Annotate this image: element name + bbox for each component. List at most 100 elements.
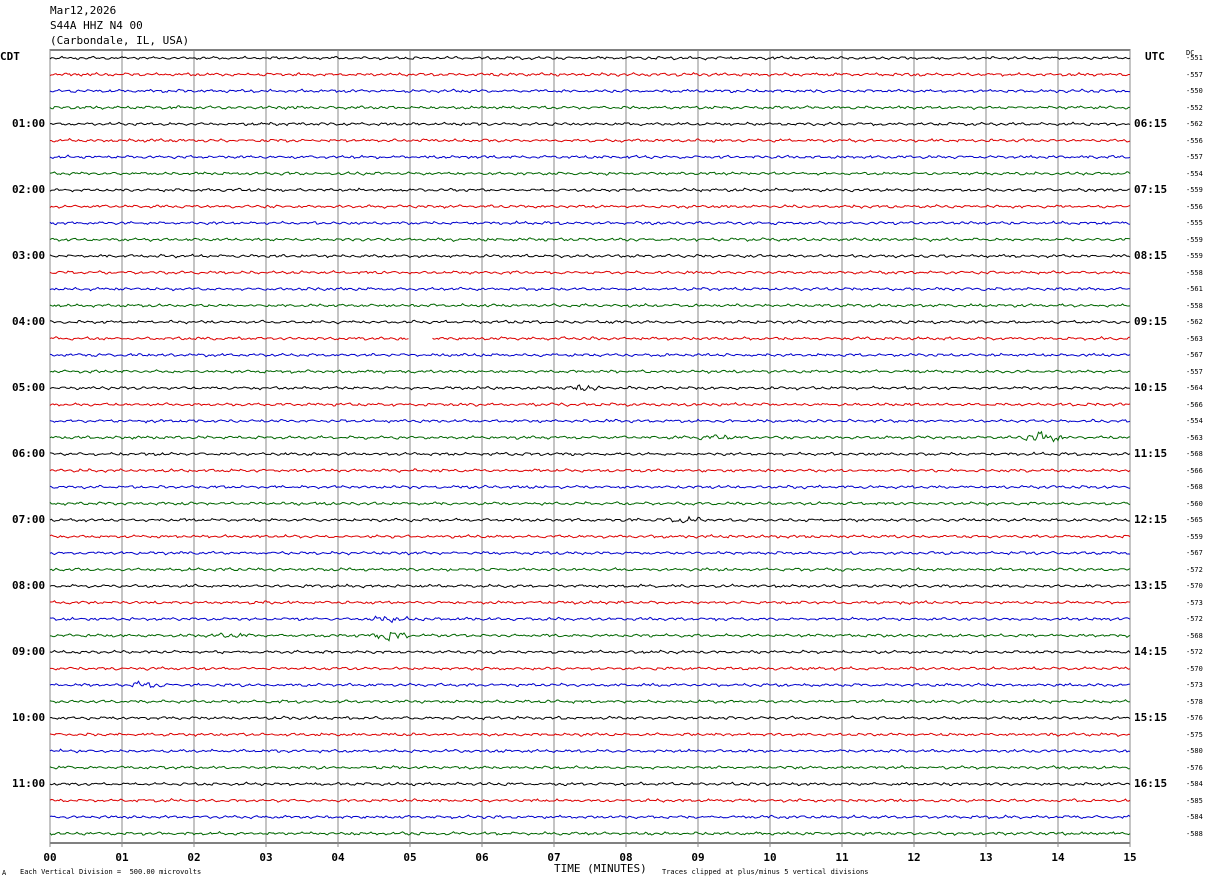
trace-25 (49, 468, 1131, 473)
trace-22 (49, 418, 1131, 424)
dc-offset-value: -570 (1186, 664, 1203, 673)
left-time-label: 04:00 (12, 315, 46, 328)
trace-24 (49, 451, 1131, 457)
trace-4 (49, 121, 1131, 127)
footer-scale: Each Vertical Division = 500.00 microvol… (20, 868, 202, 876)
trace-9 (49, 204, 1131, 209)
trace-30 (49, 550, 1131, 556)
trace-32 (49, 583, 1131, 589)
traces (49, 55, 1131, 836)
dc-offset-value: -578 (1186, 697, 1203, 706)
x-tick-label: 06 (475, 851, 489, 864)
dc-offset-value: -552 (1186, 103, 1203, 112)
dc-offset-value: -560 (1186, 499, 1203, 508)
dc-offset-value: -556 (1186, 202, 1203, 211)
plot-frame (49, 49, 1131, 844)
trace-11 (49, 237, 1131, 243)
dc-offset-value: -572 (1186, 565, 1203, 574)
dc-offset-value: -572 (1186, 615, 1203, 623)
dc-offset-value: -575 (1186, 730, 1203, 739)
x-tick-label: 01 (115, 851, 129, 864)
x-axis-title: TIME (MINUTES) (554, 862, 647, 875)
left-time-label: 05:00 (12, 381, 46, 394)
dc-offset-value: -563 (1186, 433, 1203, 442)
dc-offset-value: -576 (1186, 763, 1203, 772)
x-tick-label: 10 (763, 851, 776, 864)
footer-mark: A (2, 869, 7, 877)
dc-offset-value: -584 (1186, 813, 1203, 821)
left-time-label: 02:00 (12, 183, 46, 196)
trace-47 (49, 830, 1131, 836)
x-tick-label: 11 (835, 851, 849, 864)
x-tick-label: 07 (547, 851, 560, 864)
trace-39 (49, 698, 1131, 705)
trace-43 (49, 765, 1131, 770)
x-tick-label: 14 (1051, 851, 1065, 864)
trace-3 (49, 105, 1130, 111)
right-time-label: 08:15 (1134, 249, 1168, 262)
trace-40 (49, 715, 1131, 721)
left-time-label: 09:00 (12, 645, 46, 658)
right-time-label: 11:15 (1134, 447, 1168, 460)
right-time-label: 06:15 (1134, 117, 1168, 130)
dc-offset-value: -559 (1186, 532, 1203, 541)
dc-offset-value: -573 (1186, 598, 1203, 607)
minute-grid (49, 49, 1131, 847)
left-time-label: 06:00 (12, 447, 46, 460)
left-time-label: 07:00 (12, 513, 46, 526)
dc-offset-value: -562 (1186, 120, 1203, 128)
left-time-label: 08:00 (12, 579, 46, 592)
dc-offset-value: -562 (1186, 318, 1203, 326)
dc-offset-value: -565 (1186, 516, 1203, 524)
trace-23 (49, 430, 1131, 443)
right-time-label: 16:15 (1134, 777, 1168, 790)
dc-offset-value: -557 (1186, 70, 1203, 79)
x-tick-label: 04 (331, 851, 345, 864)
left-timezone-label: CDT (0, 50, 20, 63)
dc-label: DC (1186, 49, 1195, 57)
dc-offset-value: -566 (1186, 400, 1203, 409)
dc-offset-value: -551 (1186, 54, 1203, 62)
left-time-label: 10:00 (12, 711, 46, 724)
trace-27 (49, 501, 1131, 507)
dc-offset-value: -584 (1186, 780, 1203, 788)
trace-21 (49, 402, 1131, 407)
trace-34 (49, 615, 1131, 624)
x-tick-label: 00 (43, 851, 56, 864)
trace-44 (49, 781, 1131, 787)
dc-offset-value: -580 (1186, 747, 1203, 755)
trace-7 (49, 171, 1131, 176)
x-tick-label: 03 (259, 851, 272, 864)
left-time-label: 11:00 (12, 777, 46, 790)
trace-18 (49, 352, 1131, 358)
right-time-label: 07:15 (1134, 183, 1168, 196)
dc-offset-value: -576 (1186, 714, 1203, 722)
trace-42 (49, 748, 1131, 754)
left-time-label: 03:00 (12, 249, 46, 262)
dc-offset-value: -572 (1186, 648, 1203, 656)
dc-offset-value: -555 (1186, 219, 1203, 227)
trace-10 (49, 220, 1131, 226)
dc-offset-value: -567 (1186, 351, 1203, 359)
x-tick-label: 09 (691, 851, 704, 864)
trace-6 (49, 154, 1131, 160)
trace-26 (49, 484, 1131, 490)
trace-16 (49, 319, 1131, 325)
trace-0 (49, 55, 1131, 61)
left-time-label: 01:00 (12, 117, 46, 130)
trace-14 (49, 286, 1131, 292)
dc-offset-value: -568 (1186, 450, 1203, 458)
trace-1 (49, 71, 1131, 77)
dc-offset-value: -557 (1186, 153, 1203, 161)
trace-17 (49, 335, 1131, 341)
dc-offset-value: -559 (1186, 252, 1203, 260)
x-tick-label: 15 (1123, 851, 1136, 864)
trace-45 (49, 797, 1131, 803)
trace-2 (49, 88, 1131, 94)
trace-12 (49, 253, 1131, 259)
header-location: (Carbondale, IL, USA) (50, 34, 190, 47)
dc-offset-value: -585 (1186, 796, 1203, 805)
x-tick-label: 13 (979, 851, 992, 864)
header-date: Mar12,2026 (50, 4, 117, 17)
